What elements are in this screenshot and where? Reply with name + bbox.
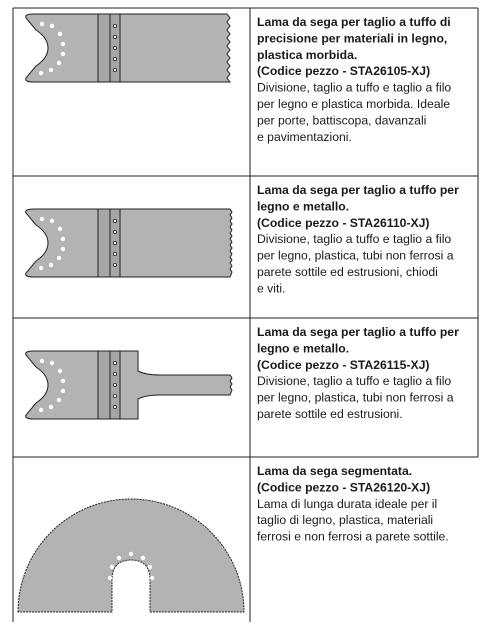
item-description: Divisione, taglio a tuffo e taglio a fil… <box>257 81 451 95</box>
item-description: Divisione, taglio a tuffo e taglio a fil… <box>257 232 451 246</box>
item-description: per porte, battiscopa, davanzali <box>257 113 426 127</box>
item-title: plastica morbida. <box>257 48 357 62</box>
item-description: e viti. <box>257 281 285 295</box>
item-title: precisione per materiali in legno, <box>257 31 447 45</box>
item-description: e pavimentazioni. <box>257 130 352 144</box>
blade-image <box>25 350 233 420</box>
item-title: Lama da sega per taglio a tuffo di <box>257 15 451 29</box>
item-description: Lama di lunga durata ideale per il <box>257 497 437 511</box>
item-title: Lama da sega per taglio a tuffo per <box>257 325 459 339</box>
part-code: (Codice pezzo - STA26120-XJ) <box>257 480 430 494</box>
part-code: (Codice pezzo - STA26110-XJ) <box>257 216 429 230</box>
item-description: per legno e plastica morbida. Ideale <box>257 97 450 111</box>
part-code: (Codice pezzo - STA26105-XJ) <box>257 64 430 78</box>
item-title: Lama da sega segmentata. <box>257 464 412 478</box>
item-title: legno e metallo. <box>257 199 349 213</box>
item-description: parete sottile ed estrusioni, chiodi <box>257 265 438 279</box>
blade-image <box>25 13 231 83</box>
part-code: (Codice pezzo - STA26115-XJ) <box>257 358 429 372</box>
item-description: per legno, plastica, tubi non ferrosi a <box>257 249 454 263</box>
blade-image <box>17 498 245 613</box>
item-description: taglio di legno, plastica, materiali <box>257 513 433 527</box>
item-description: ferrosi e non ferrosi a parete sottile. <box>257 530 449 544</box>
item-title: legno e metallo. <box>257 341 349 355</box>
item-description: per legno, plastica, tubi non ferrosi a <box>257 391 454 405</box>
blade-image <box>25 208 233 278</box>
item-description: parete sottile ed estrusioni. <box>257 407 403 421</box>
item-title: Lama da sega per taglio a tuffo per <box>257 183 459 197</box>
item-description: Divisione, taglio a tuffo e taglio a fil… <box>257 374 451 388</box>
